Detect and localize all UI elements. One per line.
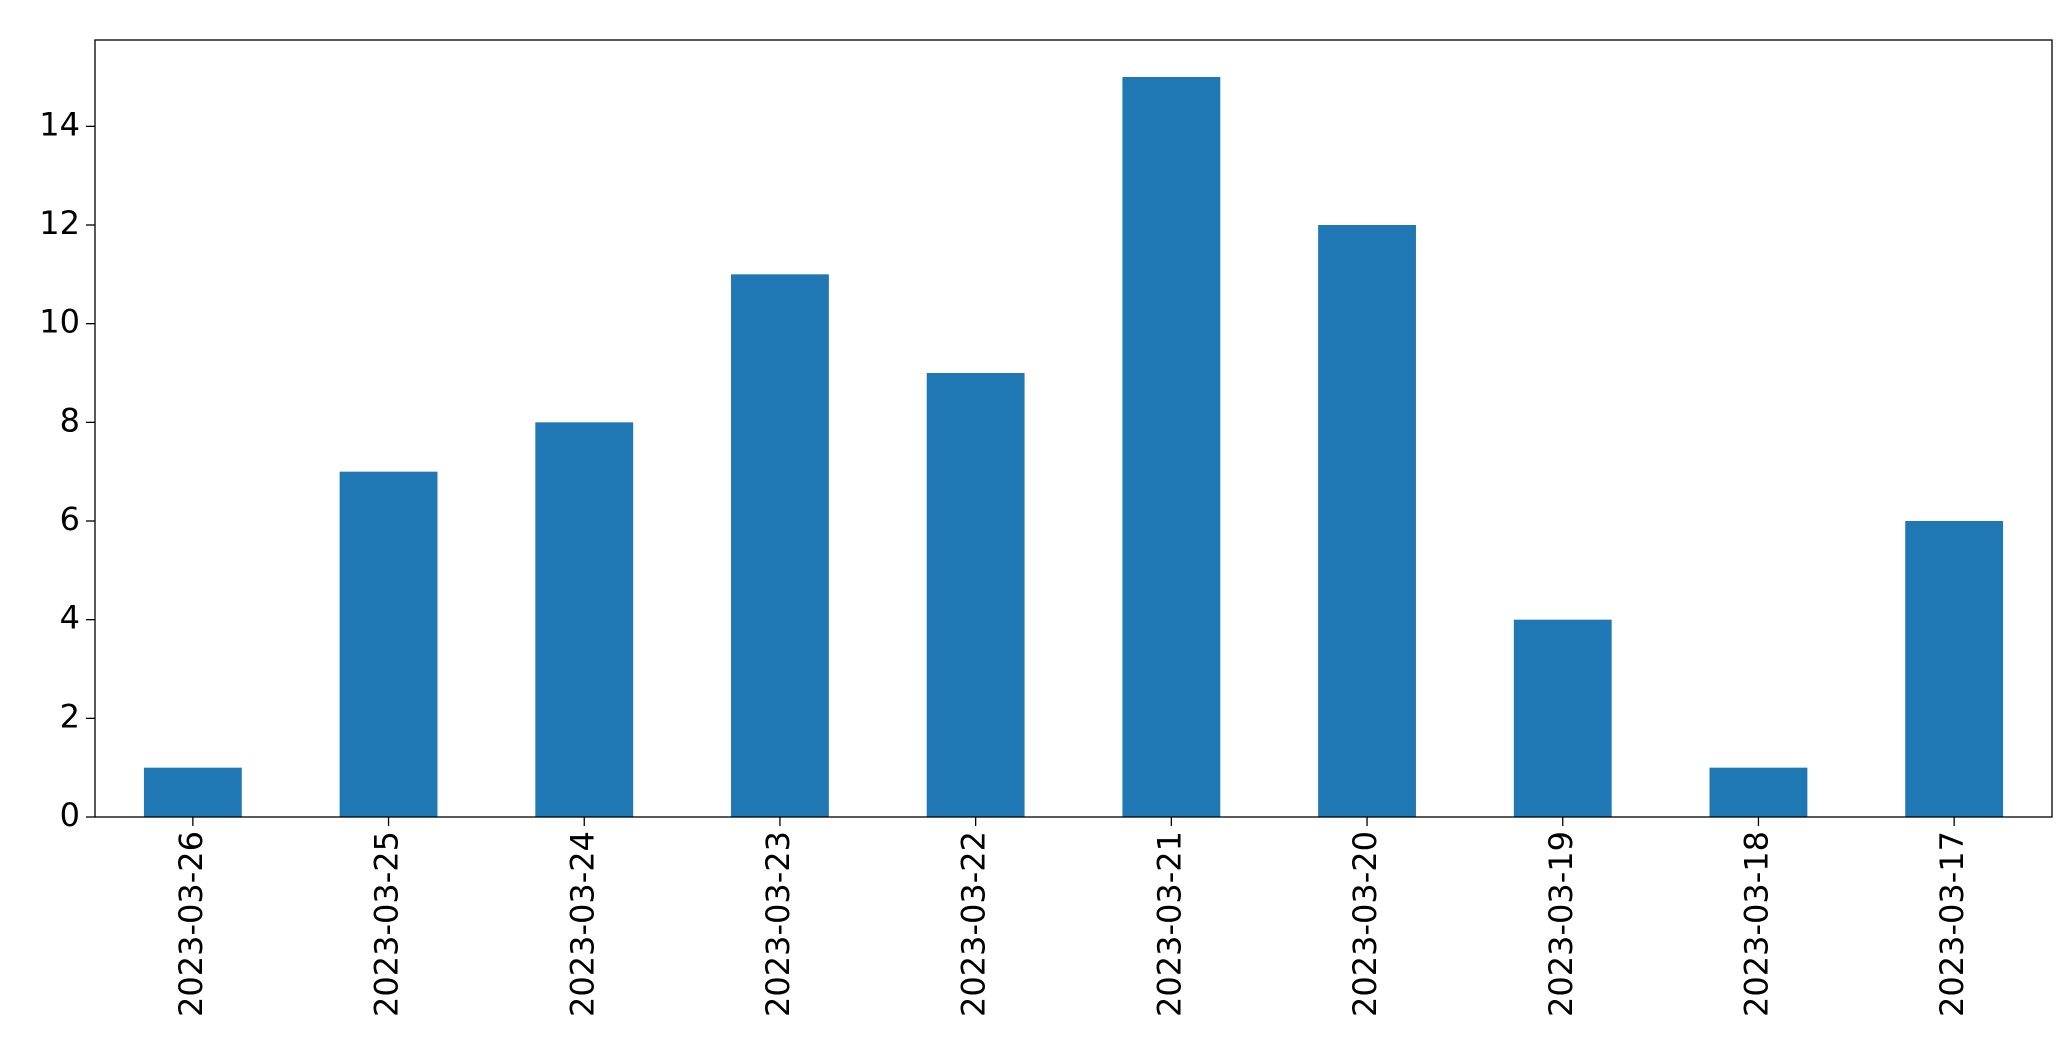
bar xyxy=(1318,225,1416,817)
y-tick-label: 6 xyxy=(60,500,80,538)
bar xyxy=(1122,77,1221,817)
bar xyxy=(1709,767,1808,817)
x-tick-label: 2023-03-23 xyxy=(759,831,797,1017)
bar xyxy=(143,767,242,817)
x-tick-label: 2023-03-18 xyxy=(1737,831,1775,1017)
x-tick-label: 2023-03-22 xyxy=(955,831,993,1017)
x-tick-label: 2023-03-19 xyxy=(1542,831,1580,1017)
y-tick-label: 10 xyxy=(39,303,80,341)
x-tick-label: 2023-03-25 xyxy=(368,831,406,1017)
bar xyxy=(535,422,634,817)
x-tick-label: 2023-03-26 xyxy=(172,831,210,1017)
y-tick-label: 12 xyxy=(39,204,80,242)
x-tick-label: 2023-03-24 xyxy=(563,831,601,1017)
bar xyxy=(1513,619,1612,817)
y-tick-label: 4 xyxy=(60,599,80,637)
bar xyxy=(731,274,829,817)
x-tick-label: 2023-03-17 xyxy=(1933,831,1971,1017)
y-tick-label: 8 xyxy=(60,401,80,439)
plot-frame xyxy=(94,39,2053,818)
x-tick-label: 2023-03-20 xyxy=(1346,831,1384,1017)
bar xyxy=(1905,521,2004,817)
x-tick-label: 2023-03-21 xyxy=(1150,831,1188,1017)
y-tick-label: 2 xyxy=(60,697,80,735)
y-tick-label: 14 xyxy=(39,105,80,143)
bar xyxy=(926,373,1025,817)
y-tick-label: 0 xyxy=(60,796,80,834)
bar xyxy=(339,471,438,817)
